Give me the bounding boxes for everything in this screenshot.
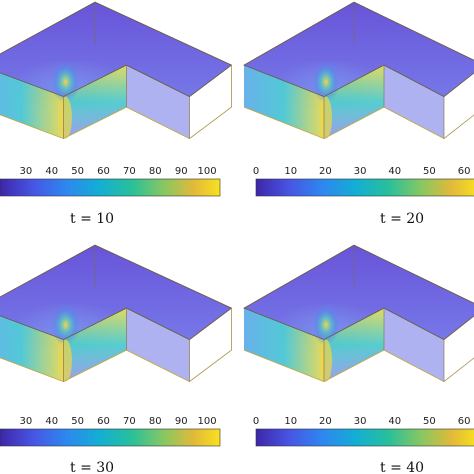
panel-3-colorbar: [0, 428, 221, 447]
panel-3-tick-label: 50: [71, 416, 84, 427]
panel-4-tick-label: 50: [423, 416, 436, 427]
panel-3-tick-label: 30: [20, 416, 33, 427]
panel-3-tick-label: 100: [198, 416, 217, 427]
panel-1-tick-label: 100: [198, 166, 217, 177]
panel-4-time-label: t = 40: [380, 460, 424, 474]
panel-1-tick-label: 40: [45, 166, 58, 177]
panel-3-tick-label: 70: [123, 416, 136, 427]
panel-1-plot: [0, 1, 232, 140]
panel-1-tick-label: 90: [175, 166, 188, 177]
panel-1-tick-label: 80: [149, 166, 162, 177]
panel-4-colorbar: [255, 428, 474, 447]
panel-4-tick-label: 60: [458, 416, 471, 427]
panel-3-colorbar-ticks: 30 40 50 60 70 80 90 100: [20, 416, 217, 427]
panel-4-tick-label: 20: [319, 416, 332, 427]
panel-4-tick-label: 40: [388, 416, 401, 427]
panel-2-colorbar-ticks: 0 10 20 30 40 50 60: [253, 166, 471, 177]
panel-1-time-label: t = 10: [70, 211, 114, 227]
panel-4-colorbar-ticks: 0 10 20 30 40 50 60: [253, 416, 471, 427]
panel-2-tick-label: 40: [388, 166, 401, 177]
panel-2-tick-label: 10: [284, 166, 297, 177]
panel-4-tick-label: 0: [253, 416, 259, 427]
panel-3-plot: [0, 244, 232, 383]
panel-1-colorbar: [0, 178, 221, 197]
panel-3-tick-label: 40: [45, 416, 58, 427]
panel-3-time-label: t = 30: [70, 460, 114, 474]
panel-1-tick-label: 30: [20, 166, 33, 177]
panel-3-tick-label: 60: [97, 416, 110, 427]
panel-2-tick-label: 30: [354, 166, 367, 177]
panel-2-tick-label: 0: [253, 166, 259, 177]
panel-2-plot: [243, 1, 474, 140]
panel-2-colorbar: [255, 178, 474, 197]
panel-3-tick-label: 80: [149, 416, 162, 427]
panel-2-time-label: t = 20: [380, 211, 424, 227]
panel-1-tick-label: 70: [123, 166, 136, 177]
panel-4-tick-label: 30: [354, 416, 367, 427]
panel-1-tick-label: 50: [71, 166, 84, 177]
panel-4-plot: [243, 244, 474, 383]
panel-4-tick-label: 10: [284, 416, 297, 427]
panel-2-tick-label: 60: [458, 166, 471, 177]
panel-3-tick-label: 90: [175, 416, 188, 427]
panel-1-tick-label: 60: [97, 166, 110, 177]
panel-1-colorbar-ticks: 30 40 50 60 70 80 90 100: [20, 166, 217, 177]
panel-2-tick-label: 50: [423, 166, 436, 177]
panel-2-tick-label: 20: [319, 166, 332, 177]
